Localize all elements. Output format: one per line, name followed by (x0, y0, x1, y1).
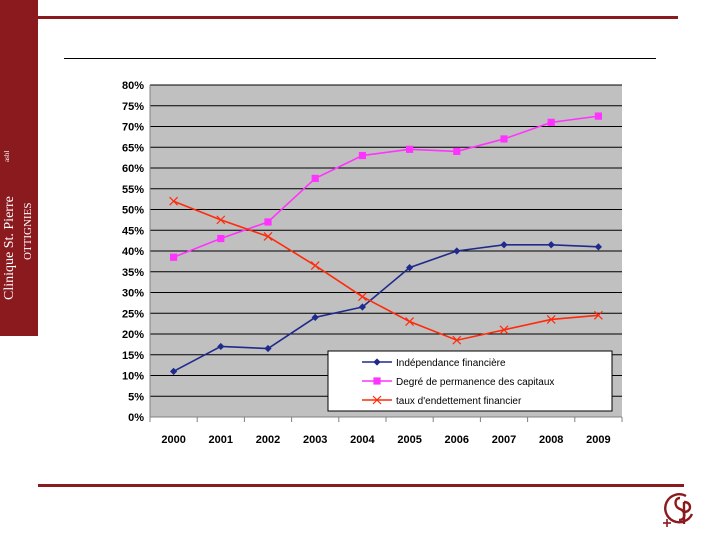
legend-entry: Indépendance financière (396, 358, 506, 369)
x-tick-label: 2005 (397, 434, 421, 446)
series-2-point (547, 118, 555, 126)
legend-swatch-marker (372, 395, 382, 405)
series-2-point (594, 112, 602, 120)
series-1-point (358, 303, 366, 311)
series-3-point (499, 325, 509, 335)
y-tick-label: 75% (122, 101, 144, 113)
clinic-logo (663, 493, 694, 527)
legend-swatch-marker (373, 377, 381, 385)
y-tick-label: 0% (128, 412, 144, 424)
series-2-point (500, 135, 508, 143)
top-rule (38, 16, 678, 19)
series-3-point (452, 335, 462, 345)
series-2-point (406, 145, 414, 153)
y-tick-label: 70% (122, 122, 144, 134)
series-2-point (358, 151, 366, 160)
y-tick-label: 30% (122, 288, 144, 300)
series-1-point (264, 344, 272, 353)
series-1-point (170, 367, 178, 375)
series-1-point (311, 313, 319, 321)
x-tick-label: 2007 (492, 434, 516, 446)
series-3-point (169, 196, 179, 206)
y-tick-label: 25% (122, 308, 144, 320)
y-tick-label: 15% (122, 350, 144, 362)
x-tick-label: 2002 (256, 434, 280, 446)
series-1-line (173, 243, 599, 373)
series-1-point (500, 241, 508, 249)
legend-swatch-marker (373, 358, 381, 366)
bottom-rule (38, 484, 684, 487)
y-tick-label: 5% (128, 391, 144, 403)
series-2-point (170, 253, 178, 261)
legend-entry: taux d'endettement financier (396, 396, 522, 407)
brand-sidebar: Clinique St. Pierre asbl OTTIGNIES (0, 0, 38, 336)
series-1-point (547, 241, 555, 249)
series-3-point (405, 317, 415, 326)
series-3-point (216, 215, 226, 225)
y-tick-label: 45% (122, 225, 144, 237)
series-3-point (310, 261, 320, 270)
series-3-point (263, 232, 273, 241)
y-tick-label: 60% (122, 163, 144, 175)
series-1-point (594, 243, 602, 251)
y-tick-label: 80% (122, 80, 144, 92)
y-tick-label: 50% (122, 205, 144, 217)
series-3-point (546, 315, 556, 324)
series-2-line (173, 115, 599, 258)
series-1-point (406, 264, 414, 272)
x-tick-label: 2000 (161, 434, 185, 446)
y-tick-label: 55% (122, 184, 144, 196)
title-rule (64, 58, 656, 59)
x-tick-label: 2001 (209, 434, 233, 446)
series-3-line (173, 200, 599, 342)
series-1-point (217, 342, 225, 351)
y-tick-label: 20% (122, 329, 144, 341)
x-tick-label: 2004 (350, 434, 375, 446)
series-3-point (357, 292, 367, 302)
y-tick-label: 40% (122, 246, 144, 258)
y-tick-label: 65% (122, 142, 144, 154)
series-2-point (311, 174, 319, 182)
x-tick-label: 2008 (539, 434, 563, 446)
series-2-point (217, 234, 225, 243)
series-1-point (453, 247, 461, 255)
x-tick-label: 2009 (586, 434, 610, 446)
y-tick-label: 10% (122, 371, 144, 383)
legend-entry: Degré de permanence des capitaux (396, 377, 554, 388)
x-tick-label: 2003 (303, 434, 327, 446)
series-2-point (264, 218, 272, 226)
series-2-point (453, 147, 461, 155)
series-3-point (593, 310, 603, 320)
x-tick-label: 2006 (445, 434, 469, 446)
y-tick-label: 35% (122, 267, 144, 279)
